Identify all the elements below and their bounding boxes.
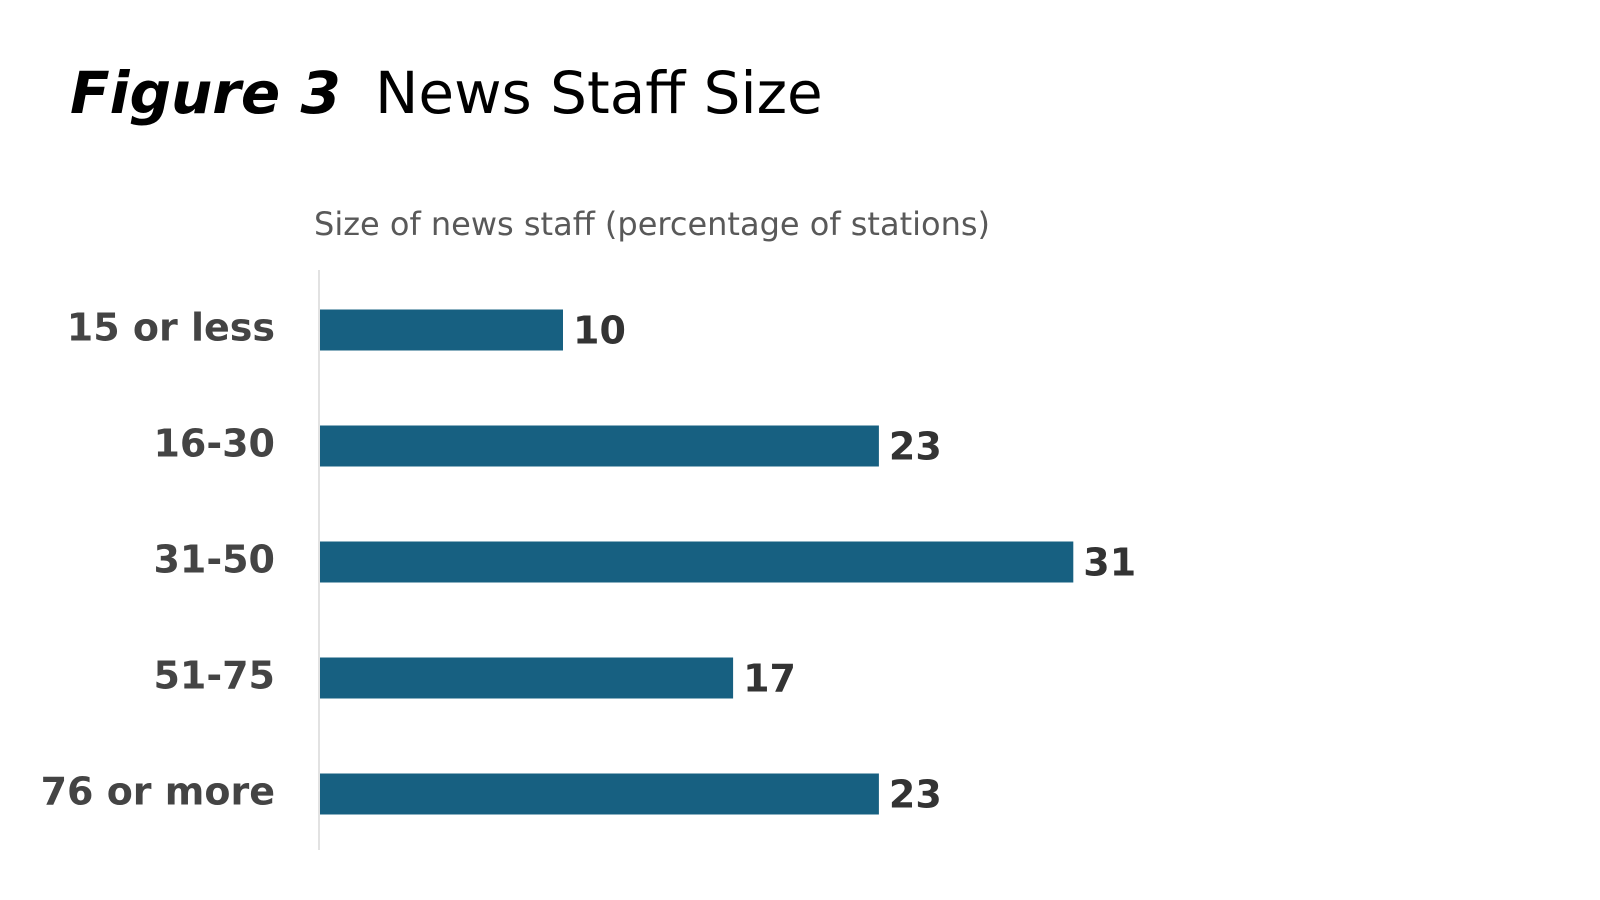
bar [320, 541, 1074, 583]
bar [320, 425, 879, 467]
value-label: 10 [573, 309, 626, 353]
category-label: 31-50 [153, 538, 275, 582]
value-label: 23 [889, 773, 942, 817]
value-label: 31 [1083, 541, 1136, 585]
value-label: 23 [889, 425, 942, 469]
category-label: 51-75 [153, 654, 275, 698]
category-label: 15 or less [67, 306, 275, 350]
bar [320, 657, 734, 699]
chart-title: News Staff Size [375, 59, 823, 127]
category-label: 16-30 [153, 422, 275, 466]
value-label: 17 [743, 657, 796, 701]
bar [320, 773, 879, 815]
chart-subtitle: Size of news staff (percentage of statio… [314, 205, 990, 243]
figure-label: Figure 3 [70, 59, 341, 127]
category-label: 76 or more [41, 770, 275, 814]
bar [320, 309, 563, 351]
